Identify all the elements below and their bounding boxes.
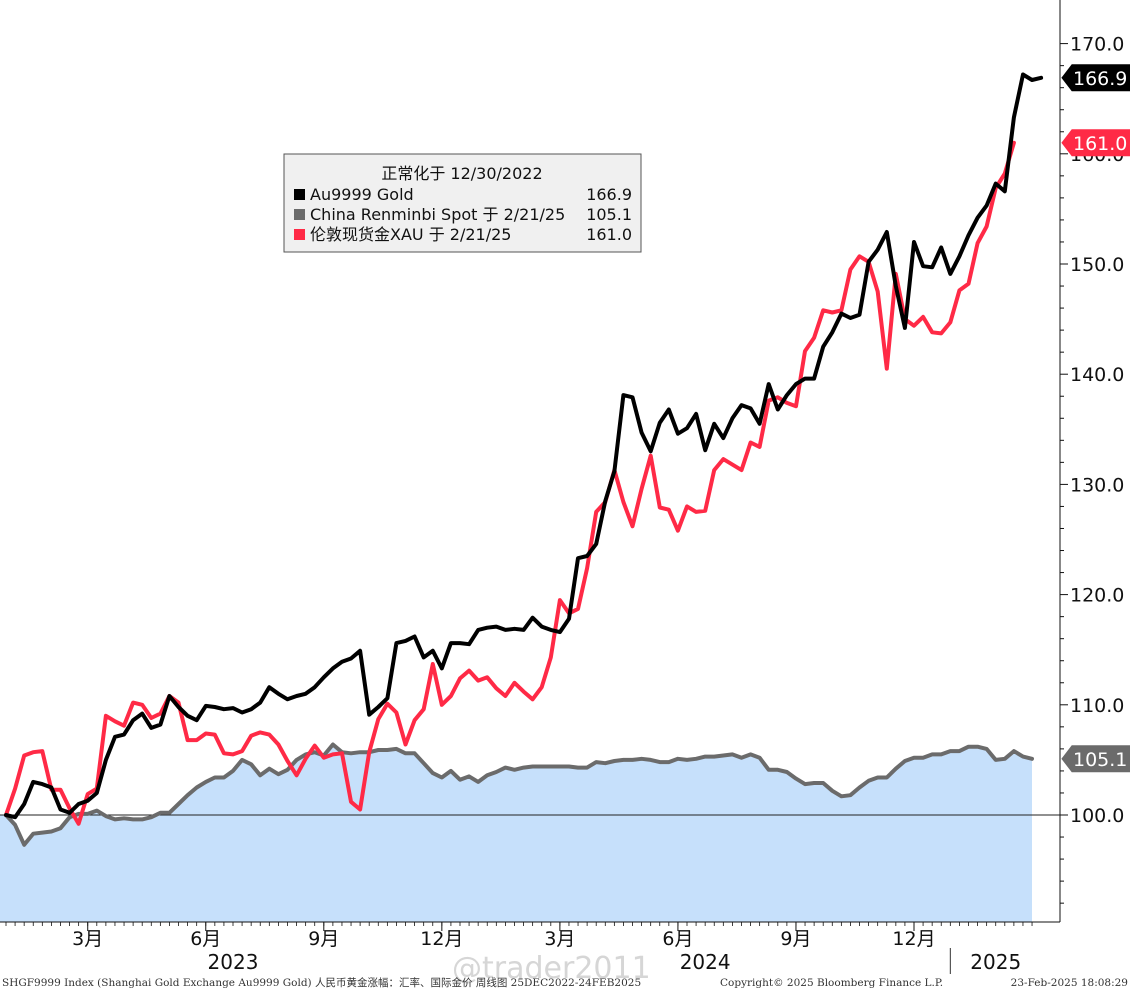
- x-month-label: 9月: [780, 928, 811, 950]
- legend-value: 166.9: [586, 185, 632, 204]
- y-tick-label: 140.0: [1070, 364, 1124, 386]
- tag-shape: [1061, 129, 1130, 157]
- legend: 正常化于 12/30/2022 Au9999 Gold 166.9 China Re…: [283, 153, 642, 253]
- last-value-tags: 166.9 161.0 105.1: [1061, 64, 1130, 773]
- x-month-label: 3月: [544, 928, 575, 950]
- x-month-label: 6月: [662, 928, 693, 950]
- y-tick-label: 150.0: [1070, 254, 1124, 276]
- footer-source: SHGF9999 Index (Shanghai Gold Exchange A…: [2, 976, 641, 989]
- tag-value: 161.0: [1073, 133, 1127, 155]
- watermark: @trader2011: [452, 951, 651, 986]
- x-month-label: 12月: [420, 928, 463, 950]
- tag-london-gold-xau: 161.0: [1061, 129, 1130, 157]
- tag-china-renminbi-spot: 105.1: [1061, 745, 1130, 773]
- x-year-label: 2025: [970, 950, 1021, 974]
- legend-value: 161.0: [586, 225, 632, 244]
- x-month-label: 12月: [892, 928, 935, 950]
- tag-au9999-gold: 166.9: [1061, 64, 1130, 92]
- y-tick-label: 100.0: [1070, 805, 1124, 827]
- cny-area: [0, 744, 1032, 922]
- legend-value: 105.1: [586, 205, 632, 224]
- x-axis: 3月 6月 9月 12月 3月 6月 9月 12月 2023 2024 2025: [0, 921, 1060, 974]
- y-tick-label: 110.0: [1070, 695, 1124, 717]
- legend-label: China Renminbi Spot 于 2/21/25: [310, 205, 565, 224]
- x-month-label: 3月: [72, 928, 103, 950]
- legend-label: 伦敦现货金XAU 于 2/21/25: [310, 225, 511, 244]
- x-month-label: 9月: [308, 928, 339, 950]
- tag-shape: [1061, 745, 1130, 773]
- legend-swatch: [294, 229, 305, 240]
- y-tick-label: 170.0: [1070, 34, 1124, 56]
- legend-title: 正常化于 12/30/2022: [381, 164, 542, 183]
- tag-value: 166.9: [1073, 68, 1127, 90]
- series-china-renminbi-spot: [4, 742, 1034, 847]
- tag-shape: [1061, 64, 1130, 92]
- cny-area-fill: [0, 744, 1032, 922]
- footer-timestamp: 23-Feb-2025 18:08:29: [1011, 977, 1128, 989]
- legend-swatch: [294, 189, 305, 200]
- footer-copyright: Copyright© 2025 Bloomberg Finance L.P.: [720, 977, 943, 989]
- series-lines: [4, 72, 1044, 847]
- x-year-label: 2023: [208, 950, 259, 974]
- x-year-label: 2024: [680, 950, 731, 974]
- y-tick-label: 120.0: [1070, 585, 1124, 607]
- legend-label: Au9999 Gold: [310, 185, 414, 204]
- legend-box: [283, 153, 642, 253]
- series-au9999-gold: [4, 72, 1044, 820]
- x-month-label: 6月: [190, 928, 221, 950]
- tag-value: 105.1: [1073, 749, 1127, 771]
- legend-swatch: [294, 209, 305, 220]
- y-tick-label: 130.0: [1070, 474, 1124, 496]
